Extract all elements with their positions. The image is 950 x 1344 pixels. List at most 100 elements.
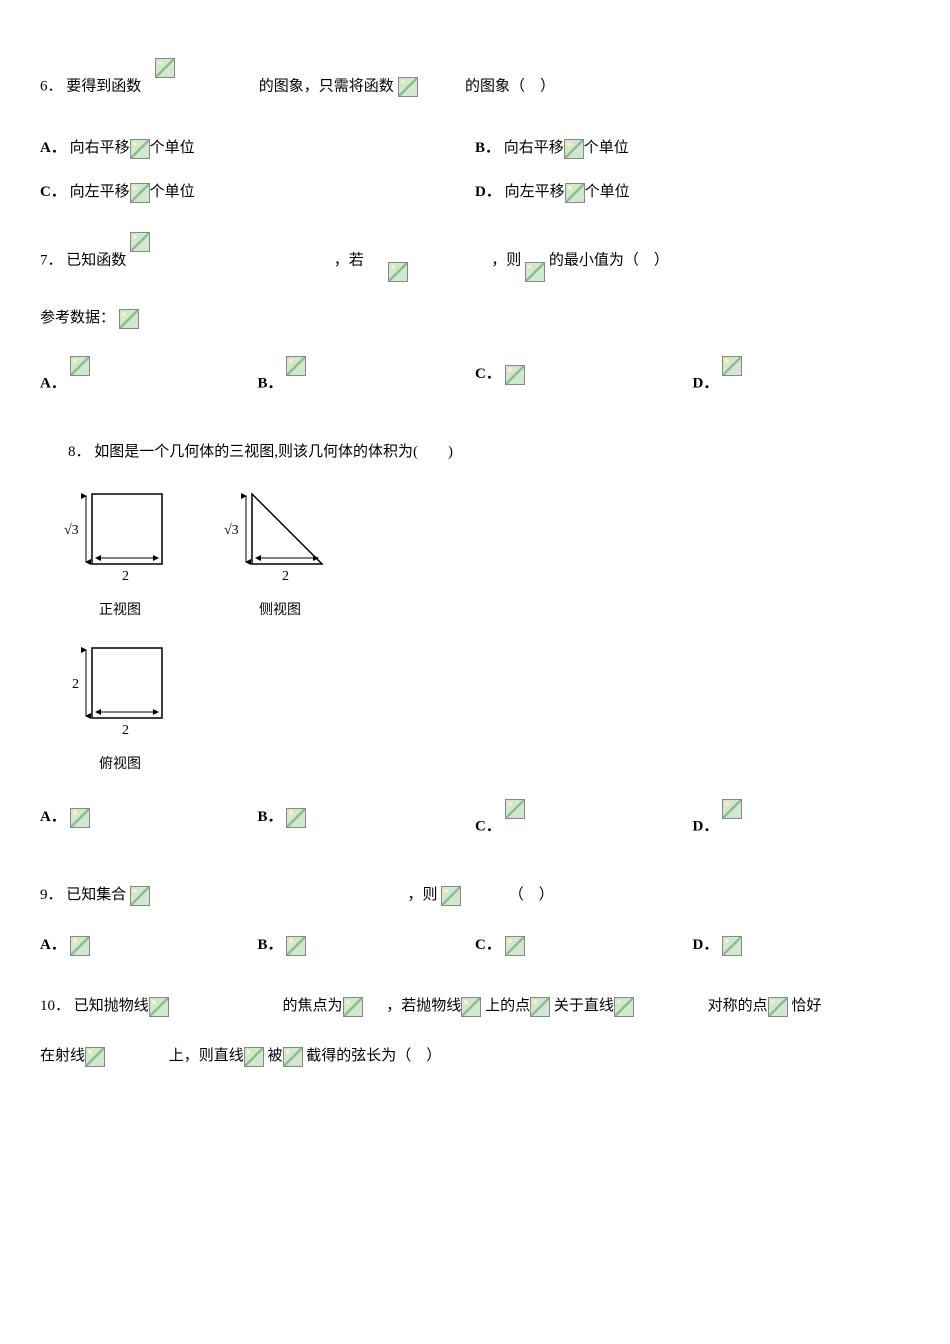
broken-image-icon	[130, 232, 150, 252]
broken-image-icon	[505, 936, 525, 956]
q9-options: A． B． C． D．	[40, 923, 910, 967]
top-view-caption: 俯视图	[60, 748, 180, 782]
question-10-line2: 在射线 上，则直线 被 截得的弦长为（ ）	[40, 1035, 910, 1077]
q10-line2-a: 在射线	[40, 1048, 85, 1064]
q9-stem-b: ，则	[408, 887, 438, 903]
broken-image-icon	[441, 886, 461, 906]
q6-stem-c: 的图象（ ）	[465, 78, 555, 94]
q10-stem-g: 恰好	[791, 998, 821, 1014]
q8-option-b: B．	[258, 795, 476, 859]
q6-stem-a: 要得到函数	[66, 78, 141, 94]
broken-image-icon	[388, 262, 408, 282]
front-view-caption: 正视图	[60, 594, 180, 628]
broken-image-icon	[119, 309, 139, 329]
q8-stem: 如图是一个几何体的三视图,则该几何体的体积为( )	[94, 444, 453, 460]
q6-number: 6．	[40, 78, 63, 94]
broken-image-icon	[130, 139, 150, 159]
q9-stem-a: 已知集合	[66, 887, 126, 903]
q8-number: 8．	[68, 444, 91, 460]
q10-line2-d: 截得的弦长为（ ）	[306, 1048, 441, 1064]
broken-image-icon	[130, 183, 150, 203]
broken-image-icon	[530, 997, 550, 1017]
q9-number: 9．	[40, 887, 63, 903]
question-6: 6． 要得到函数 的图象，只需将函数 的图象（ ）	[40, 58, 910, 116]
q6-option-c: C． 向左平移个单位	[40, 170, 475, 214]
question-7: 7． 已知函数 ，若 ，则 的最小值为（ ）	[40, 232, 910, 290]
broken-image-icon	[149, 997, 169, 1017]
q10-line2-b: 上，则直线	[169, 1048, 244, 1064]
q9-stem-c: （ ）	[509, 887, 554, 903]
broken-image-icon	[564, 139, 584, 159]
front-view-svg: √3 2	[60, 484, 180, 594]
q7-option-b: B．	[258, 352, 476, 416]
sqrt3-label: √3	[64, 523, 79, 538]
q8-options: A． B． C． D．	[40, 795, 910, 859]
three-views-figure: √3 2 正视图 √3 2 侧视图 2 2	[60, 484, 910, 781]
side-view-caption: 侧视图	[220, 594, 340, 628]
front-view: √3 2 正视图	[60, 484, 180, 628]
q10-stem-d: 上的点	[485, 998, 530, 1014]
broken-image-icon	[768, 997, 788, 1017]
q6-option-b: B． 向右平移个单位	[475, 126, 910, 170]
q10-stem-e: 关于直线	[554, 998, 614, 1014]
q9-option-b: B．	[258, 923, 476, 967]
q6-option-a: A． 向右平移个单位	[40, 126, 475, 170]
broken-image-icon	[722, 936, 742, 956]
q8-option-a: A．	[40, 795, 258, 859]
broken-image-icon	[398, 77, 418, 97]
q7-stem-b: ，若	[334, 252, 364, 268]
question-10: 10． 已知抛物线 的焦点为 ，若抛物线 上的点 关于直线 对称的点 恰好	[40, 985, 910, 1027]
broken-image-icon	[283, 1047, 303, 1067]
q9-option-d: D．	[693, 923, 911, 967]
question-8: 8． 如图是一个几何体的三视图,则该几何体的体积为( )	[40, 434, 910, 470]
q7-stem-c: ，则	[491, 252, 521, 268]
broken-image-icon	[286, 808, 306, 828]
q10-stem-c: ，若抛物线	[386, 998, 461, 1014]
q8-option-c: C．	[475, 795, 693, 859]
q7-stem-d: 的最小值为（ ）	[549, 252, 669, 268]
broken-image-icon	[614, 997, 634, 1017]
q10-stem-f: 对称的点	[708, 998, 768, 1014]
broken-image-icon	[286, 936, 306, 956]
q9-option-a: A．	[40, 923, 258, 967]
q8-option-d: D．	[693, 795, 911, 859]
broken-image-icon	[461, 997, 481, 1017]
broken-image-icon	[155, 58, 175, 78]
broken-image-icon	[722, 356, 742, 376]
two-label-3: 2	[72, 677, 79, 692]
broken-image-icon	[85, 1047, 105, 1067]
q7-reference: 参考数据：	[40, 300, 910, 336]
side-view-svg: √3 2	[220, 484, 340, 594]
q6-stem-b: 的图象，只需将函数	[259, 78, 394, 94]
broken-image-icon	[286, 356, 306, 376]
q7-stem-a: 已知函数	[66, 252, 126, 268]
broken-image-icon	[70, 936, 90, 956]
top-view: 2 2 俯视图	[60, 638, 910, 782]
broken-image-icon	[70, 356, 90, 376]
q7-option-c: C．	[475, 352, 693, 416]
q6-options: A． 向右平移个单位 B． 向右平移个单位 C． 向左平移个单位 D． 向左平移…	[40, 126, 910, 214]
broken-image-icon	[525, 262, 545, 282]
two-label-2: 2	[282, 569, 289, 584]
q10-stem-b: 的焦点为	[283, 998, 343, 1014]
q10-line2-c: 被	[268, 1048, 283, 1064]
broken-image-icon	[722, 799, 742, 819]
two-label: 2	[122, 569, 129, 584]
broken-image-icon	[244, 1047, 264, 1067]
broken-image-icon	[70, 808, 90, 828]
q7-option-d: D．	[693, 352, 911, 416]
broken-image-icon	[505, 365, 525, 385]
q9-option-c: C．	[475, 923, 693, 967]
broken-image-icon	[505, 799, 525, 819]
broken-image-icon	[343, 997, 363, 1017]
question-9: 9． 已知集合 ，则 （ ）	[40, 877, 910, 913]
broken-image-icon	[565, 183, 585, 203]
two-label-4: 2	[122, 723, 129, 738]
q7-option-a: A．	[40, 352, 258, 416]
broken-image-icon	[130, 886, 150, 906]
q6-option-d: D． 向左平移个单位	[475, 170, 910, 214]
sqrt3-label-2: √3	[224, 523, 239, 538]
top-view-svg: 2 2	[60, 638, 180, 748]
q7-options: A． B． C． D．	[40, 352, 910, 416]
q10-number: 10．	[40, 998, 70, 1014]
